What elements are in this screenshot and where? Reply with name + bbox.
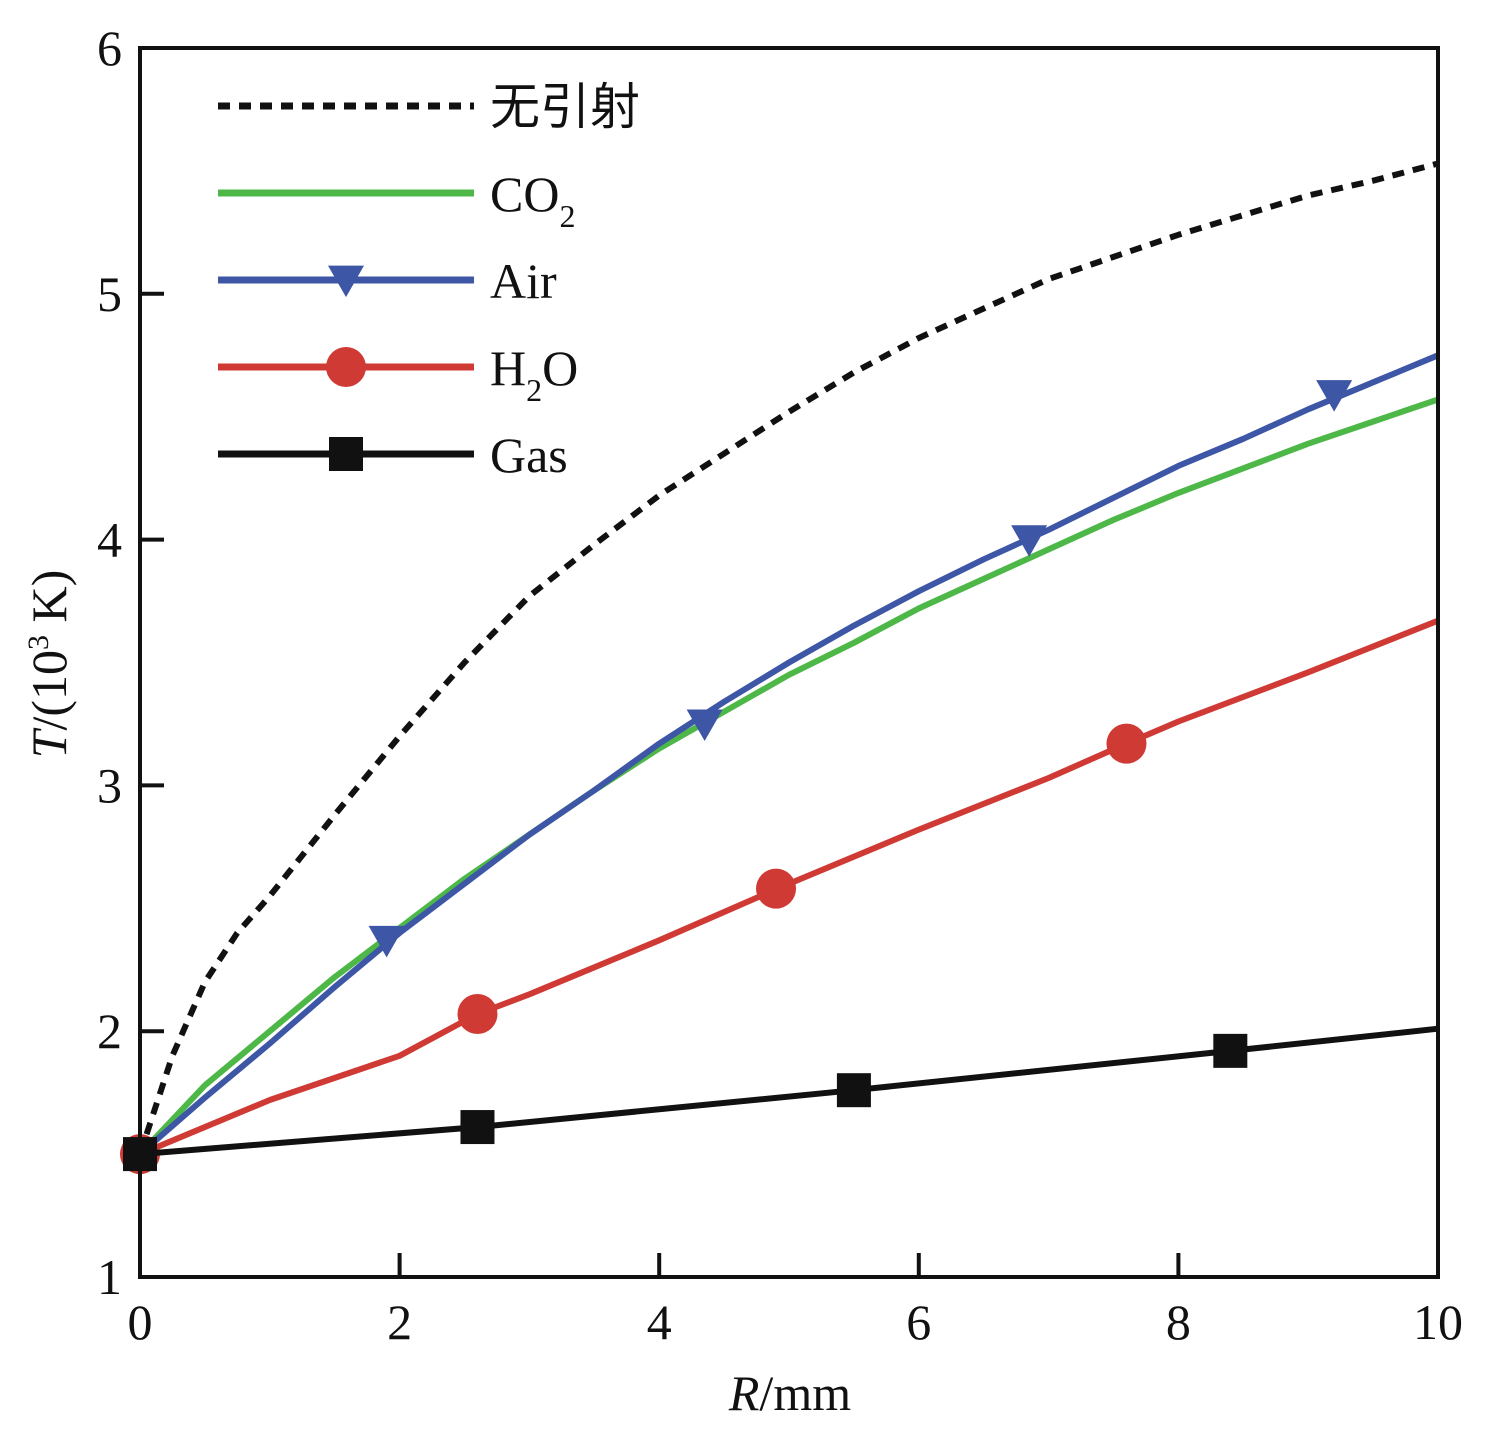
data-point-air xyxy=(368,925,405,958)
y-tick-label: 2 xyxy=(97,1003,122,1059)
data-point-gas xyxy=(836,1073,871,1108)
y-axis-var: T xyxy=(21,727,77,758)
x-tick-label: 2 xyxy=(387,1294,412,1350)
series-co2 xyxy=(137,396,1439,1157)
series-no-ejection xyxy=(137,160,1439,1156)
legend-item-air: Air xyxy=(218,253,557,309)
x-tick-label: 6 xyxy=(906,1294,931,1350)
x-tick-label: 4 xyxy=(647,1294,672,1350)
legend: 无引射 CO2 Air H2O Gas xyxy=(218,78,640,483)
x-tick-label: 10 xyxy=(1413,1294,1463,1350)
data-point-air xyxy=(1316,380,1353,412)
legend-label-air: Air xyxy=(490,253,557,309)
x-axis-var: R xyxy=(728,1365,760,1421)
x-axis-title: R/mm xyxy=(728,1365,851,1421)
legend-item-h2o: H2O xyxy=(218,340,578,408)
y-tick-label: 4 xyxy=(97,512,122,568)
series-line-air xyxy=(138,352,1440,1157)
x-axis-unit: /mm xyxy=(759,1365,851,1421)
legend-marker-h2o xyxy=(326,347,366,387)
y-tick-label: 1 xyxy=(97,1249,122,1305)
series-line-co2 xyxy=(137,396,1439,1157)
y-axis-post: K) xyxy=(21,570,77,635)
series-h2o xyxy=(120,617,1440,1175)
data-point-gas xyxy=(460,1110,495,1145)
data-point-air xyxy=(686,709,723,742)
y-tick-label: 3 xyxy=(97,757,122,813)
legend-label-h2o: H2O xyxy=(490,340,578,408)
series-layer xyxy=(120,160,1440,1175)
plot-frame xyxy=(138,46,1440,1279)
legend-label-gas: Gas xyxy=(490,427,568,483)
legend-item-gas: Gas xyxy=(218,427,568,483)
legend-item-no-ejection: 无引射 xyxy=(218,78,640,136)
series-gas xyxy=(123,1025,1439,1172)
legend-label-co2: CO2 xyxy=(490,166,575,234)
legend-marker-gas xyxy=(329,437,363,471)
legend-marker-air xyxy=(328,265,364,298)
x-tick-label: 8 xyxy=(1166,1294,1191,1350)
data-point-gas xyxy=(1213,1033,1248,1068)
x-tick-label: 0 xyxy=(128,1294,153,1350)
data-point-air xyxy=(1011,525,1048,557)
y-axis-pre: /(10 xyxy=(21,650,77,731)
y-axis-sup: 3 xyxy=(22,635,55,650)
legend-item-co2: CO2 xyxy=(218,166,575,234)
series-air xyxy=(138,352,1440,1157)
data-point-h2o xyxy=(756,868,797,909)
series-line-no-ejection xyxy=(137,160,1439,1156)
y-axis-title: T/(103 K) xyxy=(21,570,77,759)
legend-label-no-ejection: 无引射 xyxy=(490,78,640,136)
y-tick-label: 6 xyxy=(97,20,122,76)
data-point-h2o xyxy=(1106,723,1147,764)
y-tick-label: 5 xyxy=(97,266,122,322)
data-point-h2o xyxy=(457,993,498,1034)
